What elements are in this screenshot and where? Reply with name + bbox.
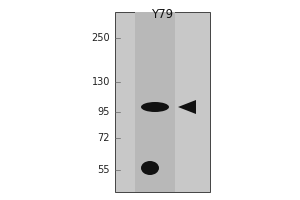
Text: Y79: Y79	[151, 8, 173, 21]
Bar	[115, 12, 210, 192]
Text: 250: 250	[92, 33, 110, 43]
Text: 130: 130	[92, 77, 110, 87]
Text: 55: 55	[98, 165, 110, 175]
Ellipse shape	[141, 102, 169, 112]
Polygon shape	[178, 100, 196, 114]
Text: 72: 72	[98, 133, 110, 143]
Bar	[135, 12, 175, 192]
Ellipse shape	[141, 161, 159, 175]
Text: 95: 95	[98, 107, 110, 117]
